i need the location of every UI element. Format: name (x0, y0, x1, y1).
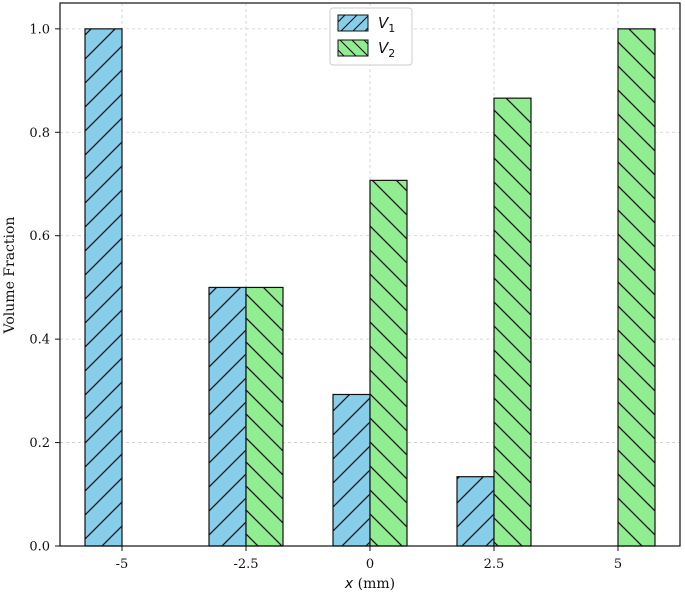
x-tick-label: -5 (116, 557, 129, 572)
x-axis-ticks: -5 -2.5 0 2.5 5 (116, 546, 622, 572)
legend-label-v2-sub: 2 (388, 47, 395, 60)
y-tick-label: 0.0 (29, 540, 50, 555)
x-tick-label: -2.5 (233, 557, 258, 572)
bar-v1--5 (84, 28, 123, 547)
bar-hatch (245, 286, 284, 547)
bar-hatch (208, 286, 247, 547)
y-axis-label: Volume Fraction (2, 217, 18, 335)
legend-label-v1-sub: 1 (388, 22, 395, 35)
legend-label-v2-base: V (378, 39, 390, 57)
bar-hatch (369, 179, 408, 547)
bar-v2-2.5 (493, 97, 532, 547)
y-tick-label: 0.6 (29, 229, 50, 244)
legend-swatch-v1-hatch (338, 15, 368, 31)
bar-v2-5 (617, 28, 656, 547)
bar-hatch (617, 28, 656, 547)
y-tick-label: 0.2 (29, 436, 50, 451)
y-tick-label: 0.4 (29, 333, 50, 348)
bars (84, 28, 656, 547)
bar-hatch (493, 97, 532, 547)
bar-hatch (456, 476, 495, 547)
legend-label-v2: V2 (378, 39, 395, 60)
bar-v2--2.5 (245, 286, 284, 547)
legend-label-v1: V1 (378, 14, 395, 35)
x-axis-label-variable: x (344, 576, 354, 592)
legend: V1 V2 (329, 7, 413, 66)
bar-v2-0 (369, 179, 408, 547)
x-axis-label: x (mm) (344, 576, 395, 592)
x-axis-label-unit: (mm) (353, 576, 395, 592)
y-axis-ticks: 0.0 0.2 0.4 0.6 0.8 1.0 (29, 22, 60, 555)
bar-v1--2.5 (208, 286, 247, 547)
x-tick-label: 0 (366, 557, 374, 572)
bar-hatch (84, 28, 123, 547)
bar-v1-2.5 (456, 476, 495, 547)
x-tick-label: 2.5 (484, 557, 505, 572)
legend-swatch-v2-hatch (338, 40, 368, 56)
legend-label-v1-base: V (378, 14, 390, 32)
x-tick-label: 5 (614, 557, 622, 572)
bar-hatch (332, 393, 371, 547)
y-tick-label: 1.0 (29, 22, 50, 37)
bar-v1-0 (332, 393, 371, 547)
y-tick-label: 0.8 (29, 126, 50, 141)
